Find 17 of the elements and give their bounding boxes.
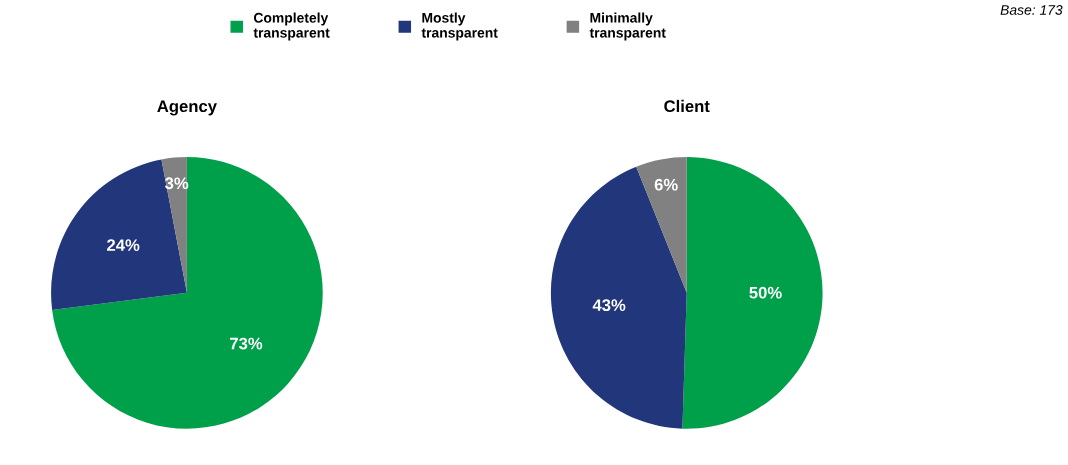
- text: Base: 173: [1000, 5, 1063, 15]
- pie-slice: [636, 157, 687, 293]
- pie-slice: [51, 159, 187, 310]
- data-label: 73%: [230, 337, 263, 350]
- pie-slice: [682, 157, 823, 429]
- data-label: 24%: [107, 239, 140, 251]
- pie-slice: [161, 157, 187, 293]
- text: Agency: [157, 100, 217, 116]
- pie-slice: [550, 166, 687, 429]
- legend-label: Mostly transparent: [421, 12, 498, 41]
- legend-label: Minimally transparent: [589, 12, 666, 41]
- data-label: 43%: [592, 299, 626, 312]
- legend-label: Completely transparent: [253, 12, 330, 41]
- data-label: 50%: [749, 286, 782, 299]
- chart-title: Client: [664, 99, 710, 113]
- data-label: 6%: [654, 178, 678, 191]
- pie-slice: [52, 157, 323, 429]
